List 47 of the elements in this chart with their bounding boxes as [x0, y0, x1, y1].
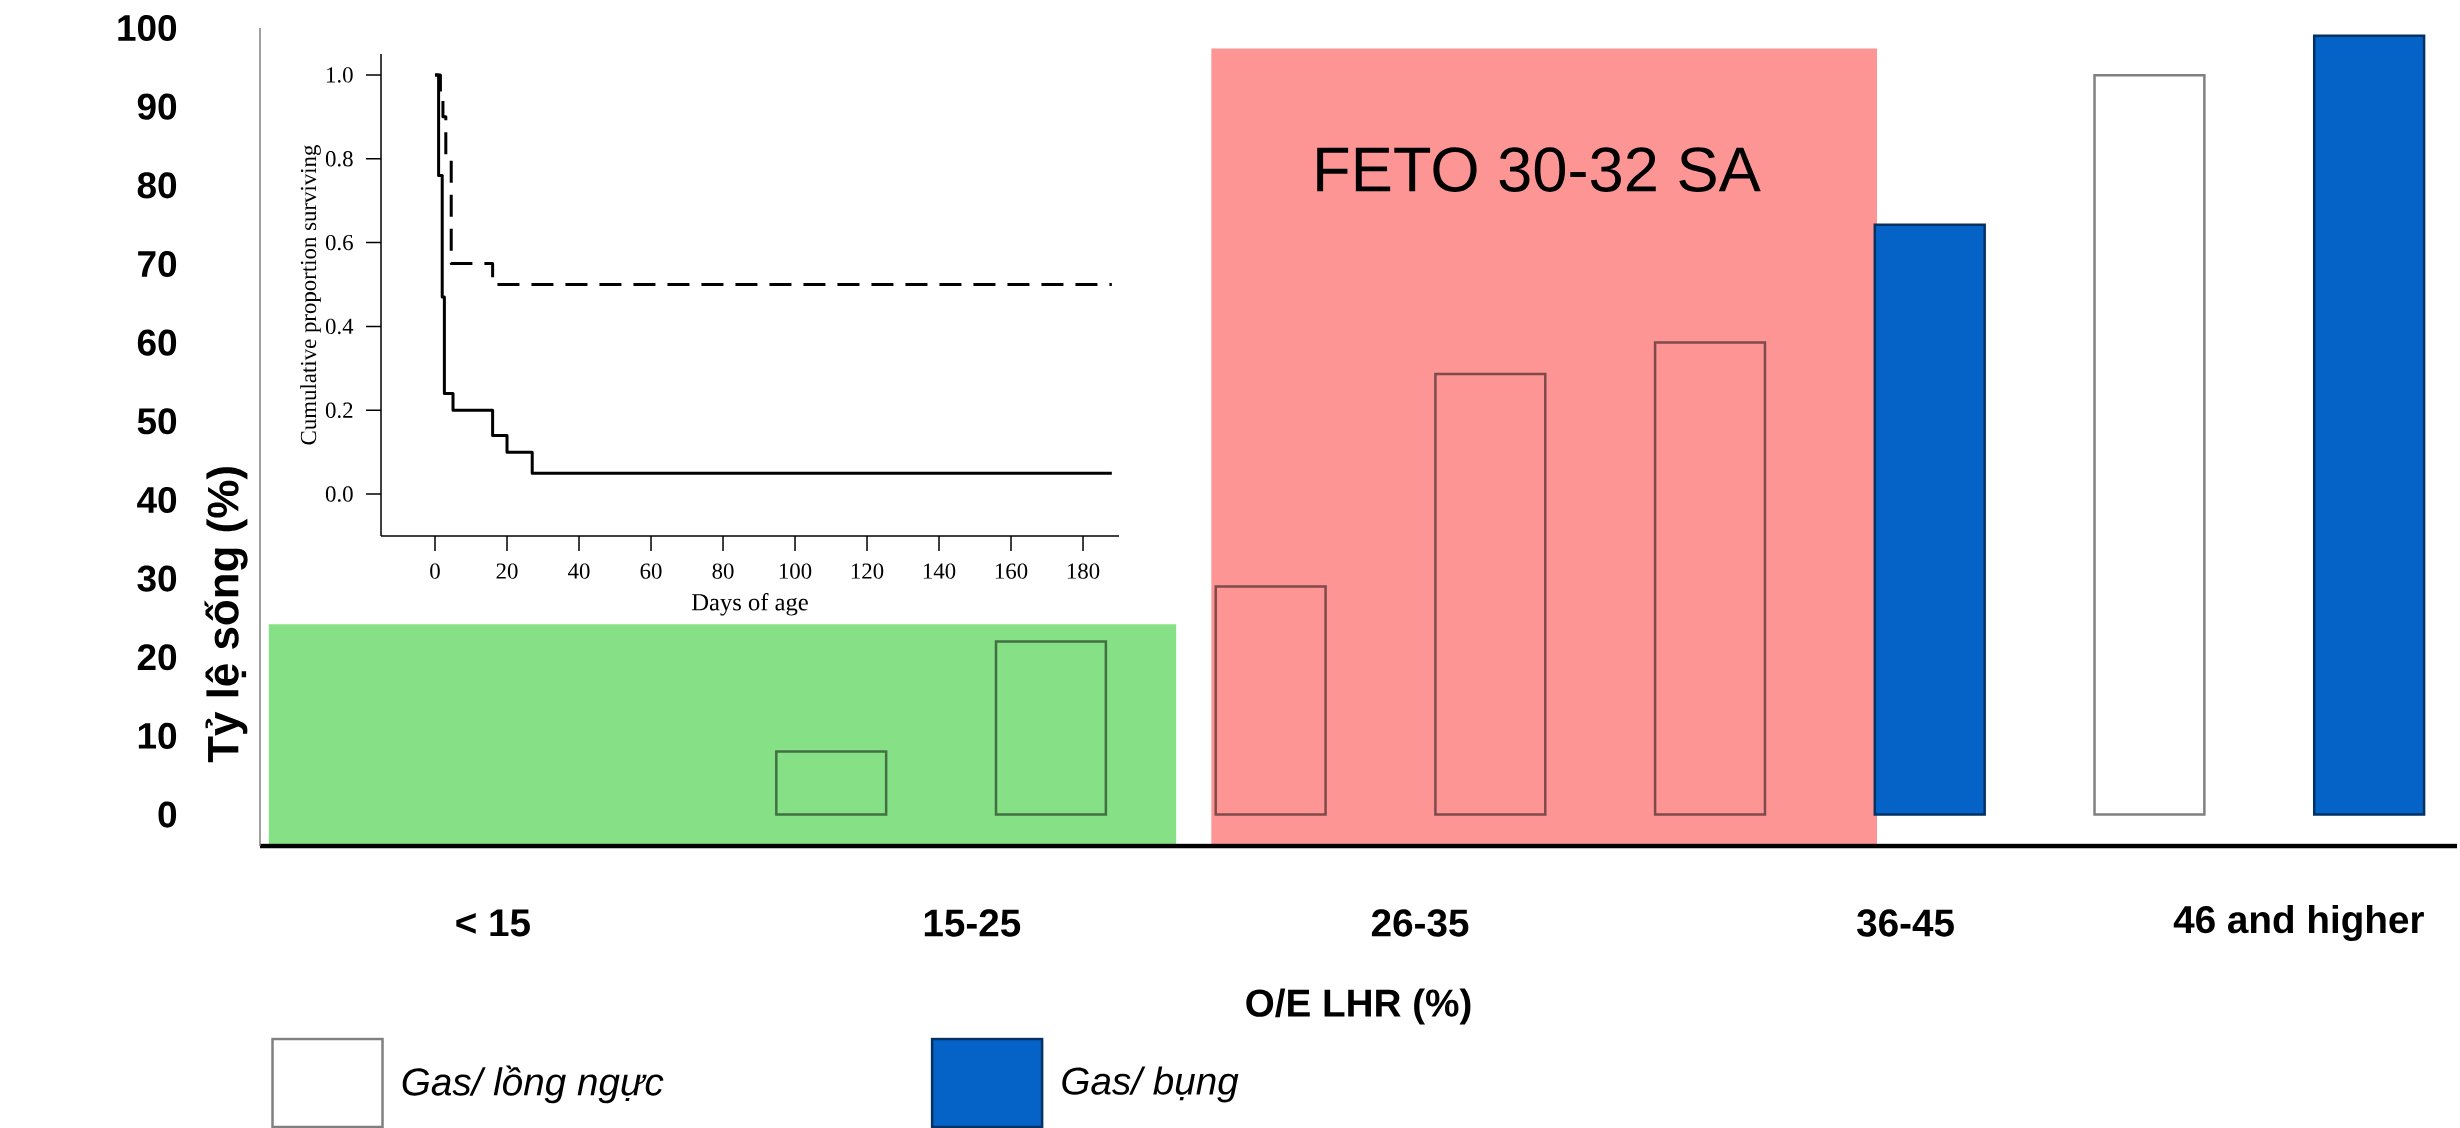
x-tick-label: 140	[923, 563, 956, 579]
text: 15-25	[924, 909, 1021, 937]
text: 46 and higher	[2173, 904, 2424, 942]
text: < 15	[456, 909, 530, 937]
y-tick-label: 20	[137, 644, 177, 671]
text: 26-35	[1371, 909, 1469, 937]
y-tick-label: 0.8	[325, 151, 353, 167]
y-tick-label: 1.0	[327, 67, 353, 83]
bar	[1434, 372, 1547, 816]
legend-label: Gas/ lồng ngực	[402, 1065, 664, 1104]
y-tick-label: 90	[137, 93, 177, 120]
y-tick-label: 60	[137, 329, 177, 356]
bar	[1214, 585, 1327, 816]
y-tick-label: 0	[158, 801, 177, 828]
y-tick-label: 0.2	[325, 402, 353, 419]
x-tick-label: 80	[712, 563, 734, 579]
bar	[1873, 223, 1986, 816]
x-tick-label: 160	[995, 563, 1028, 579]
x-tick-label: 40	[568, 563, 590, 579]
y-tick-label: 70	[138, 250, 177, 278]
text: 36-45	[1857, 909, 1954, 937]
legend-label: Gas/ bụng	[1062, 1066, 1239, 1103]
y-tick-label: 40	[137, 486, 177, 514]
y-axis-title: Tỷ lệ sống (%)	[204, 467, 248, 763]
bar	[994, 640, 1108, 816]
bar	[775, 750, 888, 816]
bar	[2093, 73, 2206, 816]
x-tick-label: 0	[430, 563, 440, 579]
x-tick-label: 100	[779, 563, 812, 579]
x-tick-label: 180	[1067, 563, 1100, 579]
y-tick-label: 50	[137, 408, 177, 435]
x-axis-title: O/E LHR (%)	[1246, 988, 1471, 1025]
y-tick-label: 0.4	[325, 318, 354, 335]
y-axis-title: Cumulative proportion surviving	[300, 145, 321, 445]
y-tick-label: 0.0	[325, 486, 353, 502]
annotation: FETO 30-32 SA	[1317, 147, 1761, 192]
y-tick-label: 0.6	[325, 234, 353, 251]
x-axis-title: Days of age	[691, 592, 808, 616]
x-tick-label: 120	[851, 563, 884, 579]
bar	[2312, 34, 2426, 816]
y-tick-label: 80	[137, 172, 177, 199]
bar	[1653, 341, 1767, 816]
x-tick-label: 60	[640, 563, 662, 579]
x-tick-label: 20	[496, 563, 518, 579]
y-tick-label: 30	[137, 565, 177, 592]
y-tick-label: 100	[118, 14, 177, 42]
y-tick-label: 10	[138, 722, 177, 749]
